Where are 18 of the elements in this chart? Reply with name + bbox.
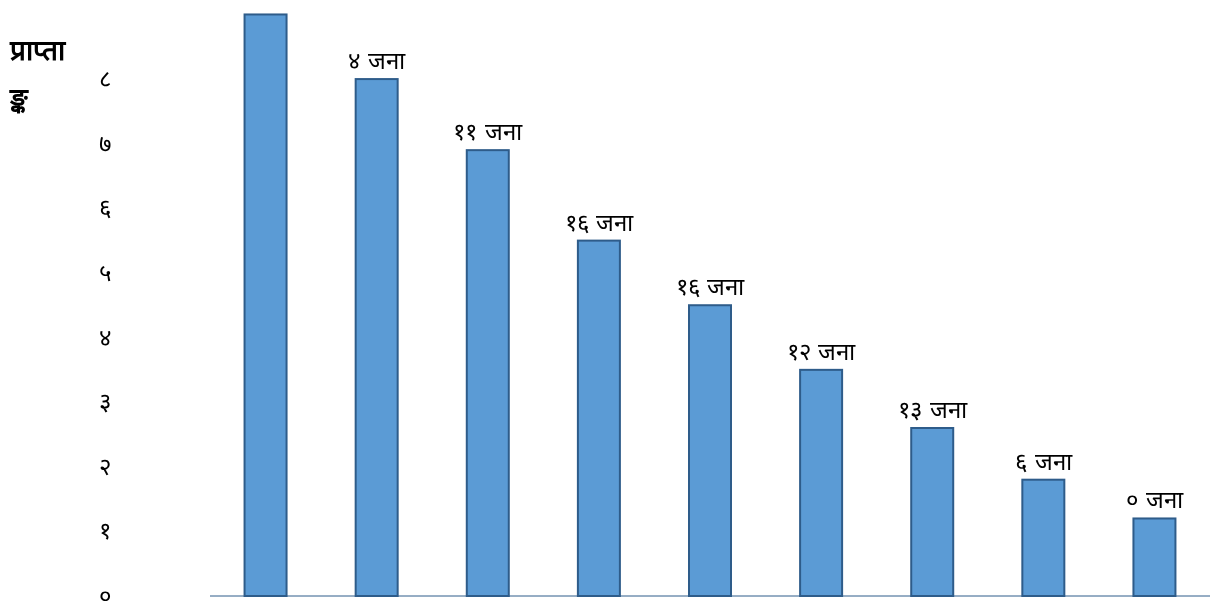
y-tick-label: ७ <box>99 129 111 158</box>
y-tick-label: ४ <box>99 323 111 352</box>
annotation: १६ जना <box>675 273 746 302</box>
annotation: ६ जना <box>1015 447 1073 476</box>
annotation: ० जना <box>1126 486 1184 515</box>
annotation: १६ जना <box>564 208 635 237</box>
annotation: ४ जना <box>348 47 406 76</box>
y-tick-label: ६ <box>99 194 111 223</box>
y-tick-label: १ <box>99 517 111 546</box>
annotation: १२ जना <box>786 337 857 366</box>
annotation: ११ जना <box>453 118 524 147</box>
y-tick-label: ३ <box>99 388 111 417</box>
y-tick-label: ५ <box>99 258 111 287</box>
annotation: १३ जना <box>897 396 968 424</box>
y-tick-label: २ <box>99 452 111 481</box>
y-tick-label: ८ <box>99 65 111 94</box>
y-axis-title: प्राप्ता ङ्क <box>9 34 67 115</box>
y-tick-label: ० <box>99 582 111 610</box>
